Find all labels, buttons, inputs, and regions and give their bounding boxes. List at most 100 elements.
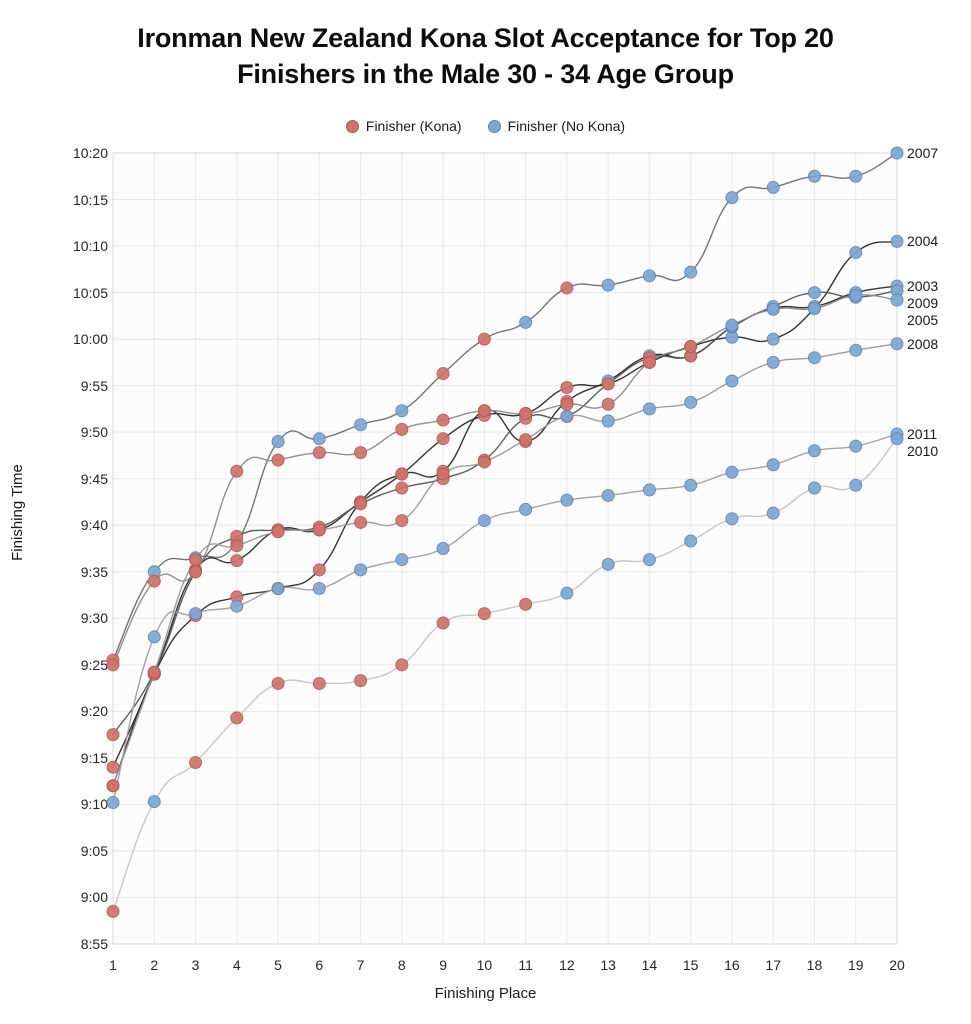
data-point[interactable] xyxy=(519,315,533,329)
data-point[interactable] xyxy=(560,409,574,423)
data-point[interactable] xyxy=(766,332,780,346)
data-point[interactable] xyxy=(106,658,120,672)
data-point[interactable] xyxy=(684,534,698,548)
data-point[interactable] xyxy=(642,269,656,283)
data-point[interactable] xyxy=(477,455,491,469)
data-point[interactable] xyxy=(436,467,450,481)
data-point[interactable] xyxy=(230,599,244,613)
data-point[interactable] xyxy=(395,481,409,495)
data-point[interactable] xyxy=(354,674,368,688)
data-point[interactable] xyxy=(766,180,780,194)
data-point[interactable] xyxy=(271,525,285,539)
data-point[interactable] xyxy=(189,756,203,770)
data-point[interactable] xyxy=(601,397,615,411)
data-point[interactable] xyxy=(354,563,368,577)
data-point[interactable] xyxy=(642,553,656,567)
data-point[interactable] xyxy=(766,506,780,520)
data-point[interactable] xyxy=(230,539,244,553)
data-point[interactable] xyxy=(519,433,533,447)
data-point[interactable] xyxy=(519,597,533,611)
data-point[interactable] xyxy=(312,432,326,446)
data-point[interactable] xyxy=(436,367,450,381)
data-point[interactable] xyxy=(436,542,450,555)
data-point[interactable] xyxy=(189,553,203,567)
data-point[interactable] xyxy=(807,301,821,315)
data-point[interactable] xyxy=(271,434,285,448)
data-point[interactable] xyxy=(807,444,821,458)
data-point[interactable] xyxy=(354,497,368,511)
data-point[interactable] xyxy=(890,234,904,248)
data-point[interactable] xyxy=(684,395,698,409)
data-point[interactable] xyxy=(807,286,821,300)
data-point[interactable] xyxy=(230,554,244,568)
data-point[interactable] xyxy=(147,630,161,644)
data-point[interactable] xyxy=(189,607,203,621)
data-point[interactable] xyxy=(725,191,739,205)
data-point[interactable] xyxy=(230,464,244,478)
data-point[interactable] xyxy=(560,397,574,411)
data-point[interactable] xyxy=(312,563,326,577)
data-point[interactable] xyxy=(890,337,904,351)
data-point[interactable] xyxy=(312,523,326,537)
data-point[interactable] xyxy=(560,281,574,295)
data-point[interactable] xyxy=(271,453,285,467)
data-point[interactable] xyxy=(849,288,863,302)
data-point[interactable] xyxy=(601,488,615,502)
data-point[interactable] xyxy=(601,278,615,292)
data-point[interactable] xyxy=(147,665,161,679)
data-point[interactable] xyxy=(725,512,739,526)
data-point[interactable] xyxy=(189,565,203,579)
data-point[interactable] xyxy=(849,343,863,357)
data-point[interactable] xyxy=(684,478,698,492)
data-point[interactable] xyxy=(271,582,285,596)
data-point[interactable] xyxy=(725,374,739,388)
data-point[interactable] xyxy=(807,481,821,495)
data-point[interactable] xyxy=(147,795,161,809)
data-point[interactable] xyxy=(725,465,739,479)
data-point[interactable] xyxy=(684,340,698,354)
data-point[interactable] xyxy=(725,318,739,332)
data-point[interactable] xyxy=(436,616,450,630)
data-point[interactable] xyxy=(395,553,409,567)
legend-item[interactable]: Finisher (No Kona) xyxy=(487,118,625,134)
data-point[interactable] xyxy=(890,432,904,446)
data-point[interactable] xyxy=(354,418,368,432)
data-point[interactable] xyxy=(395,404,409,418)
data-point[interactable] xyxy=(312,446,326,460)
data-point[interactable] xyxy=(849,246,863,260)
data-point[interactable] xyxy=(436,413,450,427)
data-point[interactable] xyxy=(766,458,780,472)
data-point[interactable] xyxy=(642,483,656,497)
data-point[interactable] xyxy=(890,146,904,160)
data-point[interactable] xyxy=(766,355,780,369)
data-point[interactable] xyxy=(477,332,491,346)
data-point[interactable] xyxy=(230,711,244,725)
data-point[interactable] xyxy=(395,467,409,481)
data-point[interactable] xyxy=(395,514,409,528)
data-point[interactable] xyxy=(642,402,656,416)
data-point[interactable] xyxy=(477,514,491,528)
data-point[interactable] xyxy=(560,493,574,507)
data-point[interactable] xyxy=(601,377,615,391)
data-point[interactable] xyxy=(684,265,698,279)
data-point[interactable] xyxy=(395,422,409,436)
data-point[interactable] xyxy=(519,502,533,516)
data-point[interactable] xyxy=(106,904,120,918)
data-point[interactable] xyxy=(560,586,574,600)
data-point[interactable] xyxy=(601,414,615,428)
data-point[interactable] xyxy=(849,478,863,492)
legend-item[interactable]: Finisher (Kona) xyxy=(345,118,462,134)
data-point[interactable] xyxy=(477,607,491,621)
data-point[interactable] xyxy=(642,355,656,369)
data-point[interactable] xyxy=(890,293,904,307)
data-point[interactable] xyxy=(560,381,574,395)
data-point[interactable] xyxy=(436,432,450,446)
data-point[interactable] xyxy=(106,760,120,774)
data-point[interactable] xyxy=(601,557,615,571)
data-point[interactable] xyxy=(312,582,326,596)
data-point[interactable] xyxy=(106,779,120,793)
data-point[interactable] xyxy=(106,796,120,810)
data-point[interactable] xyxy=(766,302,780,316)
data-point[interactable] xyxy=(395,658,409,672)
data-point[interactable] xyxy=(106,728,120,742)
